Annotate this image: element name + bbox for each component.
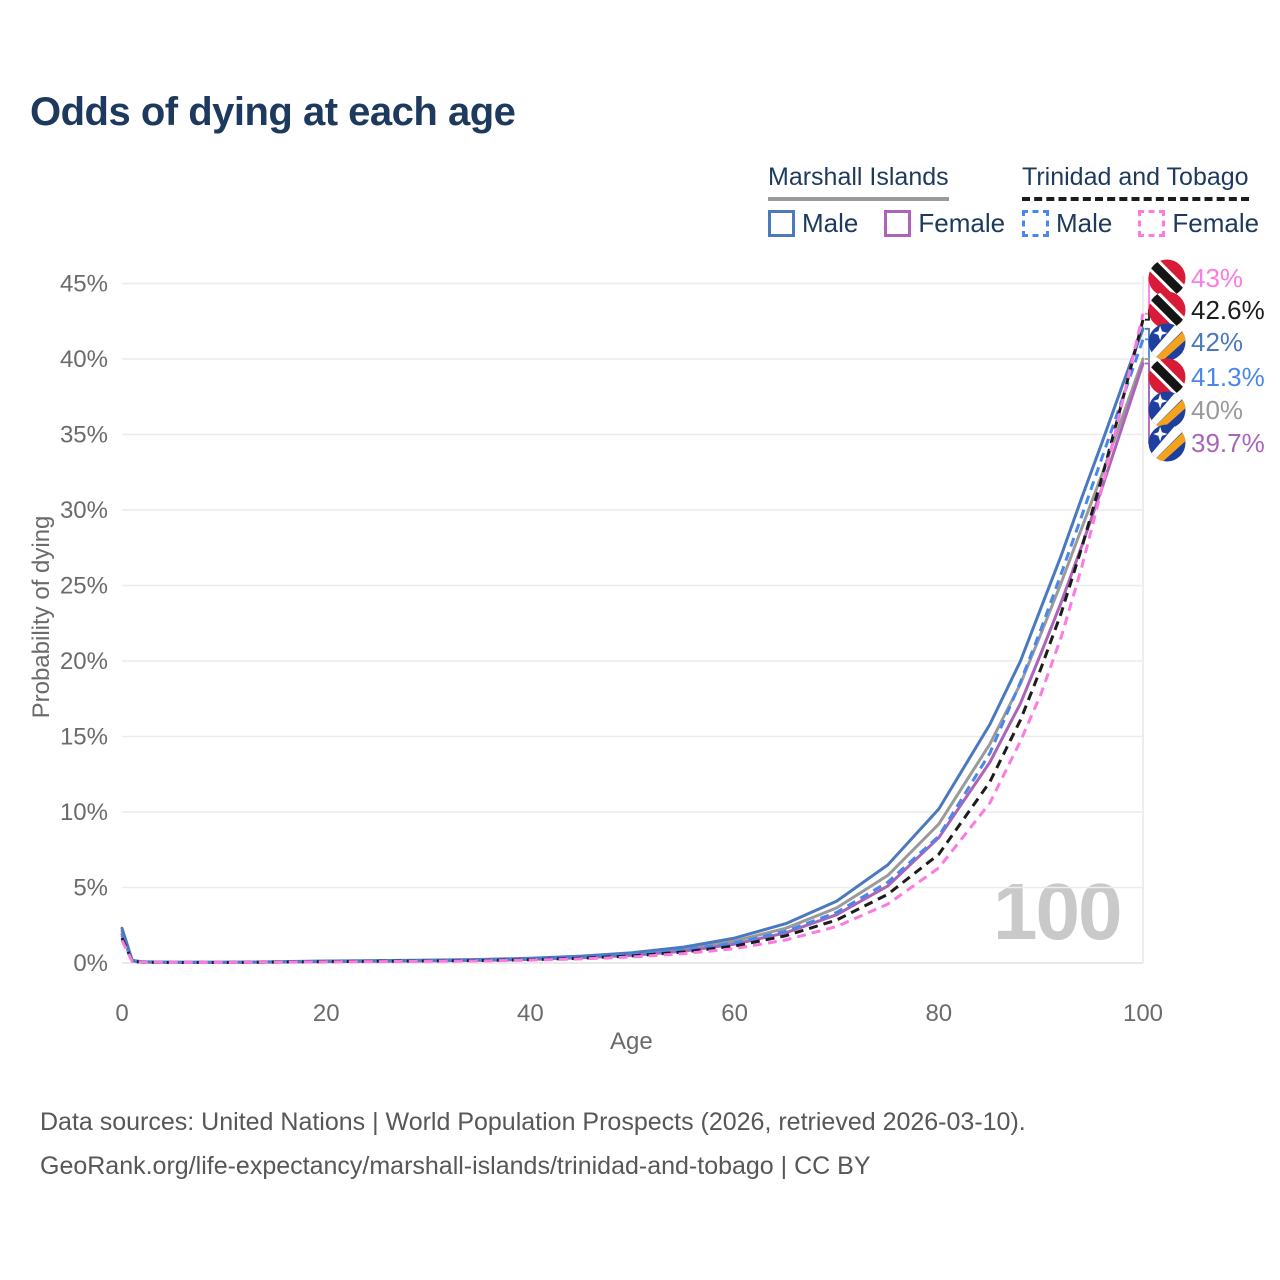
y-tick-label-15: 15%	[60, 724, 108, 751]
legend-group-marshall-islands: Marshall Islands Male Female	[768, 163, 1005, 239]
series-line-trinidad-and-tobago-male	[120, 338, 1145, 964]
legend-row: Male Female	[768, 208, 1005, 239]
end-label-trinidad-and-tobago-female: 43%	[1148, 259, 1243, 297]
marshall-islands-flag-icon	[1148, 323, 1186, 361]
y-tick-label-30: 30%	[60, 497, 108, 524]
footer: Data sources: United Nations | World Pop…	[40, 1108, 1026, 1196]
y-tick-label-35: 35%	[60, 422, 108, 449]
end-label-value: 39.7%	[1191, 427, 1265, 458]
y-tick-label-40: 40%	[60, 346, 108, 373]
legend-item-marshall-female[interactable]: Female	[884, 208, 1005, 239]
y-tick-label-0: 0%	[73, 950, 108, 977]
y-tick-label-20: 20%	[60, 648, 108, 675]
x-tick-label-40: 40	[517, 1000, 544, 1027]
y-tick-label-5: 5%	[73, 875, 108, 902]
legend-item-label: Female	[918, 208, 1006, 238]
end-label-value: 40%	[1191, 394, 1244, 425]
legend-row: Male Female	[1022, 208, 1259, 239]
marshall-female-swatch-icon	[884, 210, 912, 237]
x-tick-label-0: 0	[115, 1000, 128, 1027]
series-line-marshall-islands-male	[120, 327, 1145, 964]
legend-item-trinidad-male[interactable]: Male	[1022, 208, 1112, 239]
end-label-trinidad-and-tobago-both-sexes: 42.6%	[1148, 291, 1265, 329]
trinidad-and-tobago-flag-icon	[1148, 358, 1186, 396]
footer-data-sources: Data sources: United Nations | World Pop…	[40, 1108, 1026, 1136]
trinidad-male-swatch-icon	[1022, 210, 1049, 237]
legend-item-trinidad-female[interactable]: Female	[1138, 208, 1259, 239]
series-line-trinidad-and-tobago-both-sexes	[120, 319, 1145, 964]
trinidad-and-tobago-flag-icon	[1148, 259, 1186, 297]
legend-item-label: Male	[1056, 208, 1113, 238]
y-tick-label-10: 10%	[60, 799, 108, 826]
x-tick-label-80: 80	[925, 1000, 952, 1027]
legend-item-label: Female	[1172, 208, 1260, 238]
end-label-value: 41.3%	[1191, 361, 1265, 392]
end-label-marshall-islands-both-sexes: 40%	[1148, 391, 1243, 429]
end-label-marshall-islands-male: 42%	[1148, 323, 1243, 361]
x-tick-label-60: 60	[721, 1000, 748, 1027]
hovered-age-watermark: 100	[993, 867, 1122, 956]
marshall-islands-flag-icon	[1148, 391, 1186, 429]
marshall-male-swatch-icon	[768, 210, 795, 237]
legend-country-marshall-islands: Marshall Islands	[768, 163, 949, 201]
end-label-trinidad-and-tobago-male: 41.3%	[1148, 358, 1265, 396]
end-label-marshall-islands-female: 39.7%	[1148, 424, 1265, 462]
x-tick-label-100: 100	[1123, 1000, 1163, 1027]
end-label-value: 43%	[1191, 262, 1244, 293]
trinidad-female-swatch-icon	[1138, 210, 1166, 237]
legend-country-trinidad-and-tobago: Trinidad and Tobago	[1022, 163, 1249, 201]
end-label-value: 42.6%	[1191, 294, 1265, 325]
series-line-trinidad-and-tobago-female	[120, 313, 1145, 964]
x-axis-title: Age	[610, 1028, 653, 1055]
x-tick-label-20: 20	[313, 1000, 340, 1027]
trinidad-and-tobago-flag-icon	[1148, 291, 1186, 329]
legend-item-marshall-male[interactable]: Male	[768, 208, 858, 239]
end-label-value: 42%	[1191, 326, 1244, 357]
legend-group-trinidad-and-tobago: Trinidad and Tobago Male Female	[1022, 163, 1259, 239]
y-tick-label-45: 45%	[60, 271, 108, 298]
legend-item-label: Male	[802, 208, 859, 238]
footer-attribution: GeoRank.org/life-expectancy/marshall-isl…	[40, 1152, 871, 1180]
marshall-islands-flag-icon	[1148, 424, 1186, 462]
series-line-marshall-islands-female	[120, 362, 1145, 964]
page-title: Odds of dying at each age	[30, 90, 516, 134]
y-tick-label-25: 25%	[60, 573, 108, 600]
